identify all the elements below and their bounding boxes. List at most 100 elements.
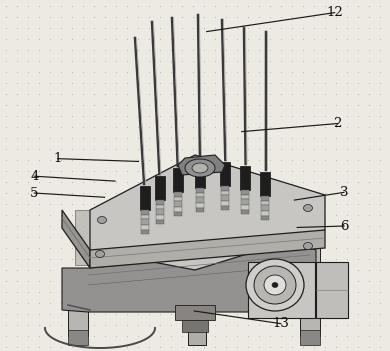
Point bbox=[376, 212, 383, 217]
Point bbox=[80, 113, 86, 118]
Point bbox=[101, 344, 108, 349]
Point bbox=[255, 179, 262, 184]
Point bbox=[13, 124, 20, 129]
Point bbox=[266, 311, 273, 316]
Point bbox=[355, 91, 361, 96]
Point bbox=[255, 344, 262, 349]
Point bbox=[200, 91, 207, 96]
Point bbox=[35, 278, 42, 283]
Point bbox=[310, 157, 317, 162]
Point bbox=[376, 124, 383, 129]
Point bbox=[167, 14, 174, 19]
Point bbox=[376, 14, 383, 19]
Point bbox=[288, 14, 294, 19]
Polygon shape bbox=[221, 206, 229, 210]
Point bbox=[101, 278, 108, 283]
Point bbox=[332, 179, 339, 184]
Point bbox=[211, 333, 218, 338]
Point bbox=[2, 113, 9, 118]
Polygon shape bbox=[196, 208, 204, 212]
Point bbox=[167, 212, 174, 217]
Point bbox=[57, 69, 64, 74]
Point bbox=[145, 58, 152, 63]
Point bbox=[135, 3, 141, 8]
Point bbox=[80, 157, 86, 162]
Point bbox=[156, 58, 163, 63]
Point bbox=[343, 47, 349, 52]
Point bbox=[288, 124, 294, 129]
Point bbox=[321, 223, 328, 228]
Point bbox=[266, 91, 273, 96]
Point bbox=[300, 267, 306, 272]
Point bbox=[277, 267, 284, 272]
Point bbox=[310, 36, 317, 41]
Point bbox=[2, 333, 9, 338]
Point bbox=[135, 91, 141, 96]
Point bbox=[178, 25, 184, 30]
Point bbox=[332, 256, 339, 261]
Point bbox=[35, 212, 42, 217]
Point bbox=[135, 267, 141, 272]
Polygon shape bbox=[195, 164, 205, 188]
Point bbox=[266, 25, 273, 30]
Point bbox=[156, 300, 163, 305]
Polygon shape bbox=[221, 186, 229, 191]
Point bbox=[321, 124, 328, 129]
Point bbox=[13, 278, 20, 283]
Point bbox=[90, 102, 97, 107]
Point bbox=[90, 69, 97, 74]
Point bbox=[266, 234, 273, 239]
Point bbox=[112, 223, 119, 228]
Point bbox=[2, 47, 9, 52]
Point bbox=[80, 124, 86, 129]
Point bbox=[300, 14, 306, 19]
Point bbox=[13, 113, 20, 118]
Point bbox=[123, 168, 129, 173]
Point bbox=[211, 256, 218, 261]
Point bbox=[332, 190, 339, 195]
Point bbox=[2, 135, 9, 140]
Point bbox=[300, 58, 306, 63]
Point bbox=[255, 124, 262, 129]
Point bbox=[300, 25, 306, 30]
Point bbox=[135, 190, 141, 195]
Point bbox=[190, 289, 196, 294]
Point bbox=[376, 278, 383, 283]
Point bbox=[123, 322, 129, 327]
Ellipse shape bbox=[246, 259, 304, 311]
Point bbox=[277, 223, 284, 228]
Point bbox=[321, 58, 328, 63]
Point bbox=[2, 3, 9, 8]
Point bbox=[178, 289, 184, 294]
Point bbox=[167, 113, 174, 118]
Point bbox=[123, 201, 129, 206]
Point bbox=[90, 135, 97, 140]
Point bbox=[25, 245, 31, 250]
Point bbox=[365, 289, 372, 294]
Polygon shape bbox=[188, 262, 206, 345]
Polygon shape bbox=[260, 172, 270, 196]
Point bbox=[145, 102, 152, 107]
Point bbox=[310, 113, 317, 118]
Point bbox=[376, 311, 383, 316]
Point bbox=[300, 113, 306, 118]
Point bbox=[190, 201, 196, 206]
Polygon shape bbox=[68, 268, 88, 336]
Point bbox=[13, 201, 20, 206]
Point bbox=[156, 278, 163, 283]
Point bbox=[167, 245, 174, 250]
Point bbox=[355, 344, 361, 349]
Point bbox=[211, 168, 218, 173]
Point bbox=[68, 179, 74, 184]
Point bbox=[266, 201, 273, 206]
Point bbox=[255, 322, 262, 327]
Point bbox=[167, 234, 174, 239]
Point bbox=[365, 168, 372, 173]
Point bbox=[190, 311, 196, 316]
Point bbox=[178, 179, 184, 184]
Point bbox=[365, 190, 372, 195]
Point bbox=[2, 256, 9, 261]
Point bbox=[321, 146, 328, 151]
Point bbox=[46, 212, 53, 217]
Point bbox=[355, 135, 361, 140]
